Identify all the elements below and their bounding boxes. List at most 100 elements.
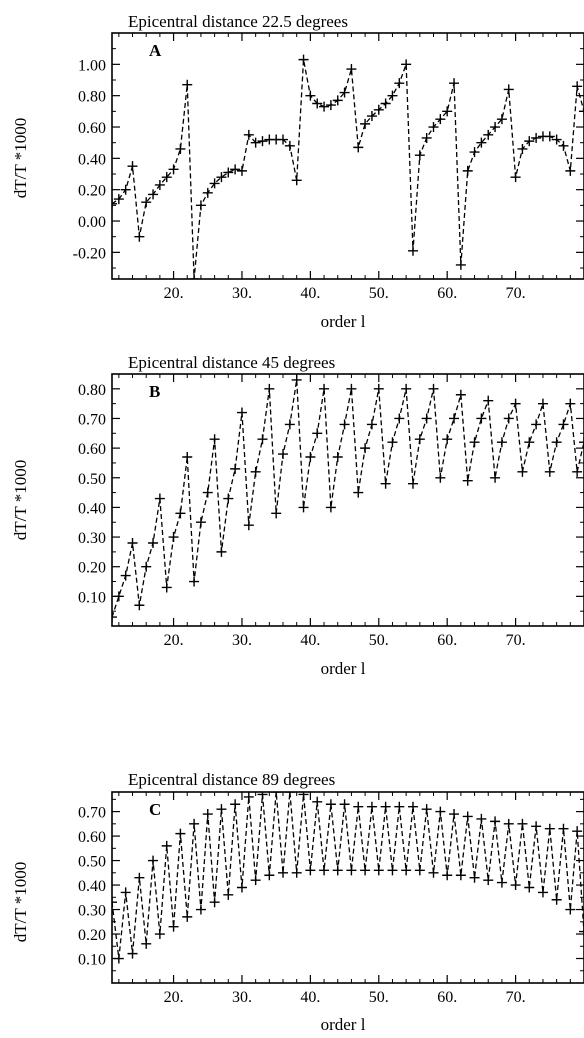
panel-a-data-point (380, 98, 391, 109)
panel-b-data-point (325, 502, 336, 513)
panel-b-data-point (524, 437, 535, 448)
panel-a-data-point (476, 137, 487, 148)
panel-b-ytick-label: 0.30 (78, 530, 106, 547)
panel-b-data-point (380, 478, 391, 489)
panel-b-data-point (236, 407, 247, 418)
panel-b-data-point (572, 466, 583, 477)
panel-a-data-point (346, 64, 357, 75)
panel-b-data-point (168, 532, 179, 543)
panel-b-data-point (565, 398, 576, 409)
panel-b-data-point (394, 413, 405, 424)
panel-b-data-point (483, 395, 494, 406)
panel-a-xtick-label: 50. (369, 285, 389, 302)
panel-a-data-point (230, 164, 241, 175)
panel-b-data-point (537, 398, 548, 409)
panel-c: Epicentral distance 89 degrees dT/T *100… (11, 770, 584, 1034)
panel-c-data-point (407, 801, 418, 812)
panel-b-data-point (175, 508, 186, 519)
panel-b-data-point (257, 434, 268, 445)
panel-a-data-point (414, 150, 425, 161)
panel-b-data-point (407, 478, 418, 489)
panel-a-data-point (202, 187, 213, 198)
panel-c-data-point (202, 809, 213, 820)
panel-c-data-point (373, 865, 384, 876)
panel-a-data-point (353, 142, 364, 153)
panel-a-data-point (503, 84, 514, 95)
panel-c-data-point (366, 801, 377, 812)
panel-a-data-point (298, 54, 309, 65)
panel-b-data-point (579, 437, 584, 448)
panel-c-frame (111, 791, 584, 984)
panel-a-data-point (250, 137, 261, 148)
panel-c-data-point (428, 867, 439, 878)
panel-b-data-point (243, 520, 254, 531)
panel-b-data-point (112, 612, 117, 623)
panel-c-ylabel: dT/T *1000 (11, 862, 30, 942)
panel-a-data-point (319, 101, 330, 112)
panel-a-xtick-label: 40. (300, 285, 320, 302)
panel-b-series-line (112, 379, 584, 618)
panel-c-data-point (291, 867, 302, 878)
panel-a-letter: A (149, 41, 162, 60)
panel-b-data-point (161, 582, 172, 593)
panel-a-data-point (407, 245, 418, 256)
panel-b-data-point (496, 437, 507, 448)
panel-a-data-point (189, 274, 200, 279)
panel-c-data-point (353, 801, 364, 812)
panel-b-data-point (182, 452, 193, 463)
panel-c-data-point (134, 872, 145, 883)
panel-a-ylabel: dT/T *1000 (11, 118, 30, 198)
panel-b-data-point (278, 449, 289, 460)
panel-a-data-point (312, 98, 323, 109)
panel-a-data-point (531, 132, 542, 143)
panel-b-data-point (414, 434, 425, 445)
panel-b-data-point (544, 466, 555, 477)
panel-c-data-point (209, 897, 220, 908)
panel-b-data-point (449, 413, 460, 424)
panel-c-data-point (401, 865, 412, 876)
panel-c-data-point (189, 818, 200, 829)
panel-c-ytick-label: 0.30 (78, 903, 106, 920)
panel-c-data-point (449, 809, 460, 820)
panel-c-data-point (524, 882, 535, 893)
panel-c-xtick-label: 40. (300, 989, 320, 1006)
panel-a-xtick-label: 30. (232, 285, 252, 302)
panel-a-data-point (332, 95, 343, 106)
panel-a-xtick-label: 20. (164, 285, 184, 302)
panel-c-data-point (175, 828, 186, 839)
panel-c-data-point (414, 865, 425, 876)
panel-b-data-point (442, 434, 453, 445)
panel-a-ytick-label: 1.00 (78, 57, 106, 74)
panel-b-data-point (339, 419, 350, 430)
panel-c-data-point (250, 875, 261, 886)
panel-b-data-point (428, 383, 439, 394)
panel-b-data-point (209, 434, 220, 445)
panel-c-xtick-label: 60. (437, 989, 457, 1006)
panel-a-ytick-label: 0.40 (78, 151, 106, 168)
panel-c-series-group (112, 792, 584, 964)
panel-b: Epicentral distance 45 degrees dT/T *100… (11, 353, 584, 678)
panel-c-letter: C (149, 800, 161, 819)
panel-a-data-point (572, 81, 583, 92)
panel-a-data-point (462, 165, 473, 176)
panel-a-data-point (278, 134, 289, 145)
panel-b-data-point (551, 437, 562, 448)
panel-b-data-point (360, 443, 371, 454)
panel-a-data-point (154, 179, 165, 190)
panel-c-data-point (223, 889, 234, 900)
panel-c-title: Epicentral distance 89 degrees (128, 770, 335, 789)
panel-b-data-point (264, 383, 275, 394)
panel-a-data-point (168, 164, 179, 175)
panel-c-data-point (257, 792, 268, 800)
panel-b-xtick-label: 60. (437, 632, 457, 649)
panel-b-ytick-label: 0.80 (78, 382, 106, 399)
panel-a-ytick-label: 0.60 (78, 120, 106, 137)
panel-b-xtick-label: 50. (369, 632, 389, 649)
panel-a-data-point (175, 143, 186, 154)
panel-b-ylabel: dT/T *1000 (11, 460, 30, 540)
panel-a-data-point (524, 136, 535, 147)
panel-b-data-point (148, 537, 159, 548)
panel-c-data-point (469, 872, 480, 883)
panel-c-xlabel: order l (321, 1015, 366, 1034)
